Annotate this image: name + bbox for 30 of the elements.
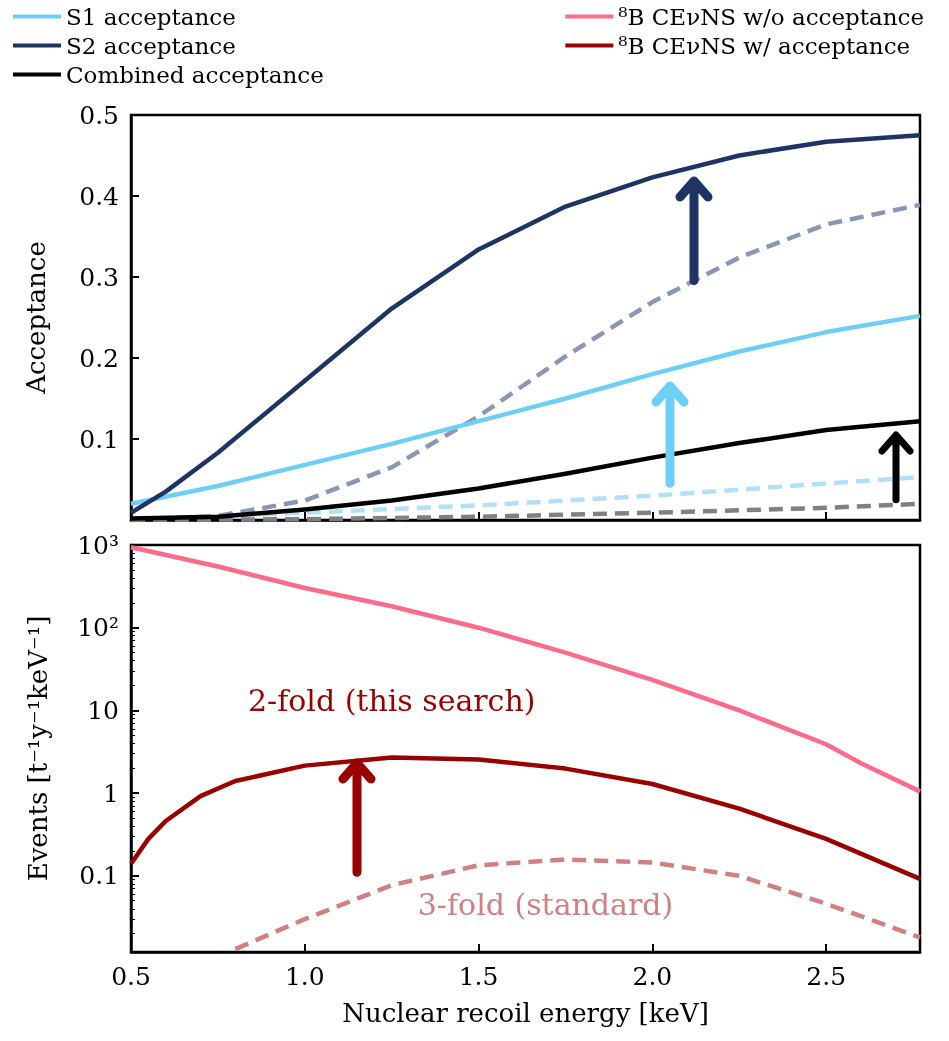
legend-label: S2 acceptance [66,32,236,59]
line-series [233,857,923,952]
x-axis-title: Nuclear recoil energy [keV] [342,998,709,1028]
line-series [128,544,923,794]
y-axis-title: Events [t⁻¹y⁻¹keV⁻¹] [23,615,53,882]
annotation: 2-fold (this search) [247,682,536,718]
legend-label: S1 acceptance [66,3,236,30]
x-tick-label: 2.5 [806,962,847,991]
line-series [128,755,923,882]
legend-label: ⁸B CEνNS w/ acceptance [618,32,911,59]
y-tick-label: 0.3 [79,262,119,292]
y-tick-label: 1 [103,778,119,808]
y-tick-label: 0.4 [79,181,119,211]
y-tick-label: 10 [87,695,119,725]
x-tick-label: 1.5 [458,962,499,991]
y-tick-label: 0.2 [79,343,119,373]
x-tick-label: 1.0 [284,962,325,991]
line-series [128,133,923,515]
annotation: 3-fold (standard) [417,886,674,922]
x-tick-label: 2.0 [632,962,673,991]
y-tick-label: 10³ [77,530,119,560]
line-series [128,313,923,507]
legend-label: ⁸B CEνNS w/o acceptance [618,3,925,30]
x-tick-label: 0.5 [111,962,151,991]
y-axis-title: Acceptance [21,241,51,395]
legend-label: Combined acceptance [66,61,324,88]
y-tick-label: 0.1 [79,861,119,891]
y-tick-label: 10² [77,613,119,643]
y-tick-label: 0.1 [79,424,119,454]
y-tick-label: 0.5 [79,100,119,130]
